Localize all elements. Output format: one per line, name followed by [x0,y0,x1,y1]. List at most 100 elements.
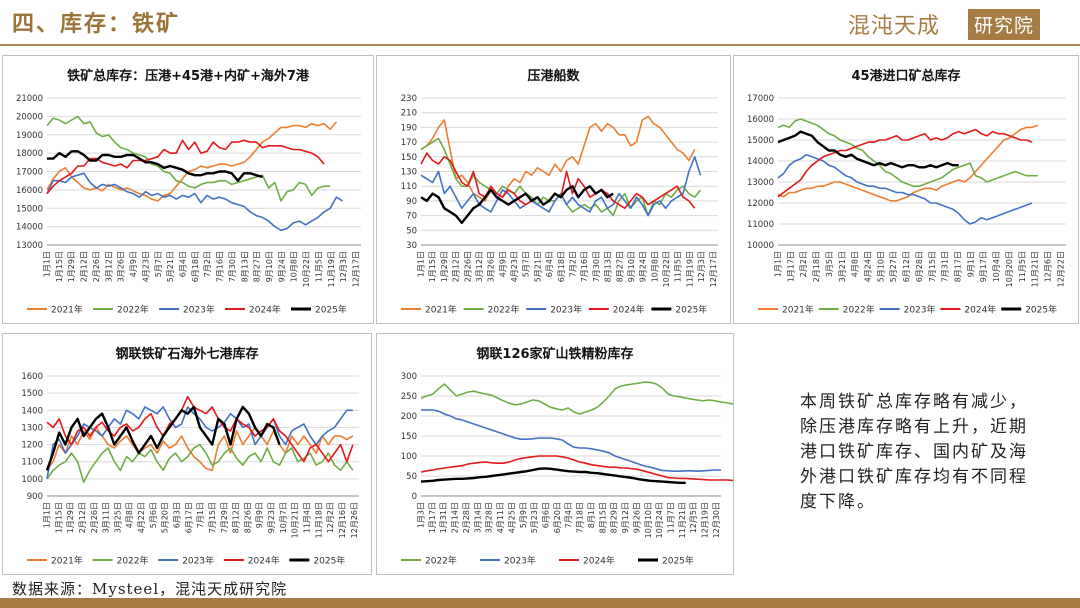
y-tick-label: 12000 [747,199,774,209]
legend-label: 2025年 [662,555,694,567]
x-tick-label: 12月2日 [326,502,335,533]
x-tick-label: 10月10日 [644,502,653,538]
y-tick-label: 10000 [747,241,774,251]
x-tick-label: 3月12日 [475,251,484,282]
x-tick-label: 9月26日 [632,502,641,533]
series-line-2023 [421,409,721,472]
x-tick-label: 6月12日 [902,251,911,282]
x-tick-label: 9月10日 [627,251,636,282]
x-tick-label: 5月21日 [533,251,542,282]
x-tick-label: 5月27日 [889,251,898,282]
x-tick-label: 12月19日 [701,502,710,538]
chart-panel-overseas-7-ports: 钢联铁矿石海外七港库存 900 1000 1100 1200 1300 1400 1500 16… [2,333,372,575]
x-tick-label: 8月17日 [954,251,963,282]
y-tick-label: 1400 [21,406,43,416]
legend-label: 2023年 [183,304,215,316]
x-tick-label: 12月26日 [350,502,359,538]
x-tick-label: 1月29日 [66,502,75,533]
x-tick-label: 5月21日 [166,251,175,282]
x-tick-label: 3月11日 [102,502,111,533]
legend-label: 2025年 [313,555,345,567]
x-tick-label: 7月30日 [592,251,601,282]
y-tick-label: 16000 [16,186,43,196]
x-tick-label: 12月16日 [338,502,347,538]
x-tick-label: 10月7日 [279,502,288,533]
x-tick-label: 1月1日 [43,502,52,528]
series-line-2023 [46,406,353,480]
chart-title: 铁矿总库存：压港+45港+内矿+海外7港 [66,68,310,84]
x-tick-label: 8月12日 [232,502,241,533]
x-tick-label: 3月14日 [473,502,482,533]
x-tick-label: 8月1日 [587,502,596,528]
chart-title: 钢联126家矿山铁精粉库存 [476,346,633,362]
legend-label: 2024年 [248,555,280,567]
commentary-text: 本周铁矿总库存略有减少，除压港库存略有上升，近期港口铁矿库存、国内矿及海外港口铁… [800,392,1028,512]
x-tick-label: 11月7日 [667,502,676,533]
x-tick-label: 12月30日 [712,502,721,538]
x-tick-label: 7月2日 [569,251,578,277]
series-line-2025 [420,467,686,485]
x-tick-label: 2月2日 [799,251,808,277]
y-tick-label: 21000 [16,94,43,104]
series-line-2022 [420,381,733,415]
legend-label: 2021年 [782,304,814,316]
x-tick-label: 10月22日 [302,251,311,287]
x-tick-label: 4月23日 [510,251,519,282]
legend-label: 2023年 [550,304,582,316]
y-tick-label: 50 [406,226,417,236]
x-tick-label: 2月12日 [452,251,461,282]
x-tick-label: 7月15日 [928,251,937,282]
x-tick-label: 12月3日 [697,251,706,282]
x-tick-label: 5月10日 [876,251,885,282]
legend-label: 2022年 [488,304,520,316]
x-tick-label: 3月5日 [825,251,834,277]
y-tick-label: 11000 [747,220,774,230]
chart-title: 钢联铁矿石海外七港库存 [115,346,258,362]
x-tick-label: 1月17日 [428,502,437,533]
series-line-2024 [777,128,1033,198]
x-tick-label: 7月18日 [576,502,585,533]
chart-panel-total-inventory: 铁矿总库存：压港+45港+内矿+海外7港 13000 14000 15000 16000… [2,55,374,324]
x-tick-label: 12月22日 [1056,251,1065,287]
x-tick-label: 4月24日 [864,251,873,282]
series-line-2023 [777,153,1033,225]
x-tick-label: 7月31日 [941,251,950,282]
x-tick-label: 7月16日 [216,251,225,282]
x-tick-label: 11月21日 [678,502,687,538]
chart-panel-mine-concentrate: 钢联126家矿山铁精粉库存 0 50 100 150 200 250 300 1月3日 1月17日… [376,333,734,575]
legend-label: 2023年 [182,555,214,567]
x-tick-label: 9月12日 [621,502,630,533]
y-tick-label: 50 [406,472,417,482]
series-line-2022 [46,443,354,484]
series-line-2021 [46,426,354,472]
y-tick-label: 14000 [747,157,774,167]
y-tick-label: 1100 [21,458,43,468]
x-tick-label: 6月28日 [915,251,924,282]
chart-panel-port-ships: 压港船数 30 50 70 90 110 130 150 170 190 210 230 1月1日 1月1… [376,55,731,324]
x-tick-label: 7月1日 [196,502,205,528]
series-line-2024 [420,152,696,210]
y-tick-label: 230 [401,94,417,104]
legend-label: 2023年 [904,304,936,316]
legend-label: 2023年 [504,555,536,567]
x-tick-label: 1月15日 [54,502,63,533]
x-tick-label: 9月1日 [966,251,975,277]
y-tick-label: 20000 [16,112,43,122]
x-tick-label: 7月30日 [228,251,237,282]
x-tick-label: 7月29日 [220,502,229,533]
x-tick-label: 8月26日 [243,502,252,533]
y-tick-label: 1600 [21,372,43,382]
series-line-2024 [46,395,354,463]
legend-label: 2021年 [51,304,83,316]
x-tick-label: 12月3日 [339,251,348,282]
x-tick-label: 2月26日 [92,251,101,282]
series-line-2022 [46,115,331,202]
x-tick-label: 1月1日 [774,251,783,277]
x-tick-label: 3月28日 [485,502,494,533]
legend-label: 2025年 [1025,304,1057,316]
x-tick-label: 6月18日 [191,251,200,282]
y-tick-label: 17000 [747,94,774,104]
y-tick-label: 210 [401,109,417,119]
x-tick-label: 2月12日 [80,251,89,282]
header-divider [0,44,1080,46]
